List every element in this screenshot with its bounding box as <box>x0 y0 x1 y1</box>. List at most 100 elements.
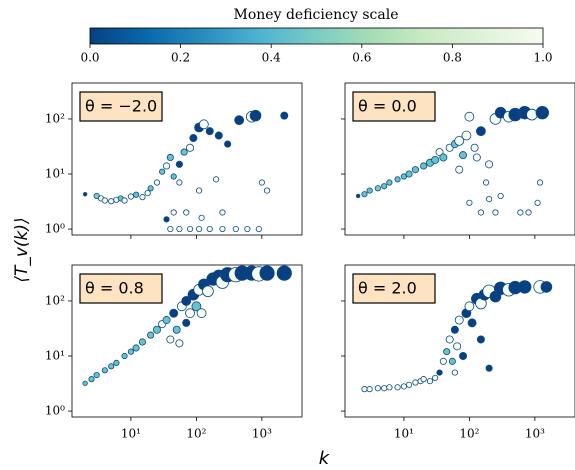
point <box>169 308 179 318</box>
point <box>381 385 388 392</box>
point <box>477 209 485 216</box>
points <box>82 109 289 233</box>
point <box>470 143 479 152</box>
point <box>525 209 532 216</box>
annotation-box <box>352 273 436 304</box>
point <box>196 225 203 233</box>
point <box>451 369 458 376</box>
point <box>132 344 140 352</box>
point <box>166 153 174 161</box>
x-tick-label: 10² <box>459 427 479 441</box>
point <box>420 162 428 170</box>
point <box>175 160 183 168</box>
point <box>202 285 214 298</box>
point <box>483 179 490 186</box>
point <box>439 357 447 365</box>
point <box>435 148 444 157</box>
point <box>258 179 265 186</box>
x-tick-label: 10² <box>186 427 206 441</box>
point <box>167 225 174 233</box>
point <box>461 130 472 141</box>
point <box>175 339 184 348</box>
point <box>186 225 194 233</box>
point <box>181 296 192 306</box>
point <box>518 280 532 294</box>
point <box>476 126 486 137</box>
point <box>163 216 170 223</box>
point <box>198 119 209 130</box>
y-tick-label: 10¹ <box>45 349 65 363</box>
point <box>400 383 408 390</box>
point <box>412 379 419 386</box>
colorbar-tick-label: 0.4 <box>262 51 281 65</box>
point <box>426 378 434 385</box>
point <box>439 153 448 162</box>
point <box>132 191 140 198</box>
point <box>431 155 440 164</box>
point <box>517 209 524 216</box>
axes-frame <box>71 264 303 418</box>
y-tick-label: 10⁰ <box>45 222 65 236</box>
point <box>432 374 439 382</box>
annotation-box <box>352 91 436 122</box>
point <box>147 331 155 339</box>
point <box>466 199 473 206</box>
point <box>170 173 177 180</box>
point <box>255 225 262 233</box>
point <box>459 352 468 361</box>
annotation-box <box>79 91 163 122</box>
annotation: θ = 0.8 <box>85 279 144 298</box>
point <box>144 190 151 197</box>
point <box>259 265 275 281</box>
point <box>82 191 88 197</box>
point <box>162 162 171 170</box>
point <box>361 191 368 198</box>
point <box>366 386 373 393</box>
point <box>139 194 146 201</box>
point <box>172 325 181 334</box>
point <box>182 318 191 327</box>
axes-frame <box>71 82 303 236</box>
point <box>108 198 115 205</box>
point <box>361 386 368 393</box>
point <box>113 359 120 366</box>
point <box>540 281 553 293</box>
point <box>420 376 427 383</box>
point <box>464 111 475 122</box>
point <box>176 225 183 233</box>
point <box>186 143 195 152</box>
point <box>108 363 115 370</box>
point <box>170 209 177 216</box>
colorbar-tick-label: 1.0 <box>533 51 552 65</box>
point <box>138 338 146 346</box>
point <box>180 148 188 156</box>
x-tick-label: 10³ <box>525 427 545 441</box>
points <box>82 265 292 386</box>
point <box>93 372 100 379</box>
point <box>244 225 251 233</box>
colorbar-tick-label: 0.2 <box>171 51 190 65</box>
point <box>176 179 183 186</box>
point <box>467 318 477 328</box>
point <box>445 335 454 344</box>
point <box>127 348 135 355</box>
point <box>394 384 401 391</box>
point <box>443 348 451 356</box>
point <box>459 151 468 160</box>
point <box>486 196 493 203</box>
y-axis-label: ⟨T_v(k)⟩ <box>12 217 32 282</box>
point <box>224 140 232 148</box>
point <box>355 193 361 199</box>
point <box>280 111 289 120</box>
point <box>196 187 203 194</box>
point <box>206 225 213 233</box>
y-tick-label: 10⁰ <box>45 404 65 418</box>
x-tick-label: 10¹ <box>394 427 414 441</box>
point <box>374 185 381 192</box>
point <box>219 225 226 233</box>
point <box>183 209 190 216</box>
point <box>101 367 108 374</box>
colorbar <box>89 27 544 45</box>
point <box>464 301 475 312</box>
